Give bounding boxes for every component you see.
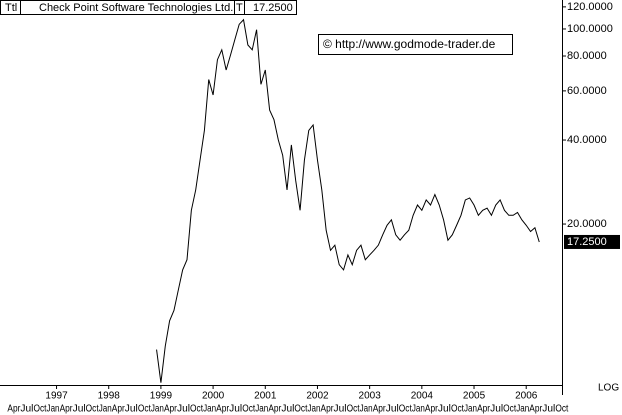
scale-label: LOG (598, 383, 619, 394)
x-minor-tick-label: Oct (242, 404, 255, 415)
x-tick-label: 2002 (306, 391, 329, 402)
header-tag: Ttl (5, 2, 17, 14)
x-minor-tick-label: Oct (399, 404, 412, 415)
x-tick-label: 1999 (150, 391, 173, 402)
x-minor-tick-label: Jan (255, 404, 268, 415)
x-tick-label: 2003 (359, 391, 382, 402)
x-tick-label: 2001 (254, 391, 277, 402)
x-minor-tick-label: Jul (386, 404, 399, 415)
x-minor-tick-label: Jul (334, 404, 347, 415)
x-minor-tick-label: Oct (294, 404, 307, 415)
x-minor-tick-label: Jul (490, 404, 503, 415)
header-price: 17.2500 (253, 2, 293, 14)
x-minor-tick-label: Jul (229, 404, 242, 415)
x-minor-tick-label: Apr (477, 404, 491, 415)
x-minor-tick-label: Jan (203, 404, 216, 415)
x-tick-label: 2000 (202, 391, 225, 402)
watermark-box (318, 34, 513, 55)
x-minor-tick-label: Apr (268, 404, 282, 415)
x-minor-tick-label: Oct (190, 404, 203, 415)
x-minor-tick-label: Jan (464, 404, 477, 415)
current-price-box (564, 234, 620, 249)
x-tick-label: 1998 (98, 391, 121, 402)
x-minor-tick-label: Oct (138, 404, 151, 415)
x-tick-label: 2004 (411, 391, 434, 402)
x-minor-tick-label: Jul (125, 404, 138, 415)
x-minor-tick-label: Jan (307, 404, 320, 415)
y-tick-label: 20.0000 (567, 218, 607, 230)
x-minor-tick-label: Oct (451, 404, 464, 415)
watermark: © http://www.godmode-trader.de (323, 37, 496, 51)
x-minor-tick-label: Apr (373, 404, 387, 415)
current-price-label: 17.2500 (567, 236, 607, 248)
y-tick-label: 60.0000 (567, 85, 607, 97)
x-minor-tick-label: Apr (321, 404, 335, 415)
x-minor-tick-label: Apr (164, 404, 178, 415)
x-minor-tick-label: Jan (412, 404, 425, 415)
header-symbol: T (236, 2, 243, 14)
header-box (244, 0, 297, 15)
y-tick-label: 80.0000 (567, 50, 607, 62)
x-tick-label: 1997 (45, 391, 68, 402)
x-minor-tick-label: Jul (438, 404, 451, 415)
x-minor-tick-label: Jan (516, 404, 529, 415)
x-minor-tick-label: Jan (99, 404, 112, 415)
x-minor-tick-label: Jan (47, 404, 60, 415)
x-minor-tick-label: Oct (555, 404, 568, 415)
x-minor-tick-label: Apr (112, 404, 126, 415)
x-minor-tick-label: Oct (86, 404, 99, 415)
x-minor-tick-label: Apr (60, 404, 74, 415)
x-tick-label: 2006 (515, 391, 538, 402)
header-name: Check Point Software Technologies Ltd. (39, 2, 233, 14)
x-minor-tick-label: Oct (33, 404, 46, 415)
x-minor-tick-label: Jul (281, 404, 294, 415)
x-minor-tick-label: Jan (360, 404, 373, 415)
x-minor-tick-label: Oct (347, 404, 360, 415)
price-line (156, 18, 540, 383)
x-minor-tick-label: Jul (542, 404, 555, 415)
x-minor-tick-label: Jan (151, 404, 164, 415)
x-minor-tick-label: Jul (73, 404, 86, 415)
x-tick-label: 2005 (463, 391, 486, 402)
x-minor-tick-label: Jul (177, 404, 190, 415)
x-minor-tick-label: Apr (529, 404, 543, 415)
header (0, 0, 297, 15)
x-minor-tick-label: Apr (216, 404, 230, 415)
y-tick-label: 100.0000 (567, 23, 613, 35)
x-minor-tick-label: Jul (20, 404, 33, 415)
y-tick-label: 120.0000 (567, 1, 613, 13)
y-tick-label: 40.0000 (567, 134, 607, 146)
x-minor-tick-label: Apr (425, 404, 439, 415)
x-minor-tick-label: Oct (503, 404, 516, 415)
x-minor-tick-label: Apr (7, 404, 21, 415)
